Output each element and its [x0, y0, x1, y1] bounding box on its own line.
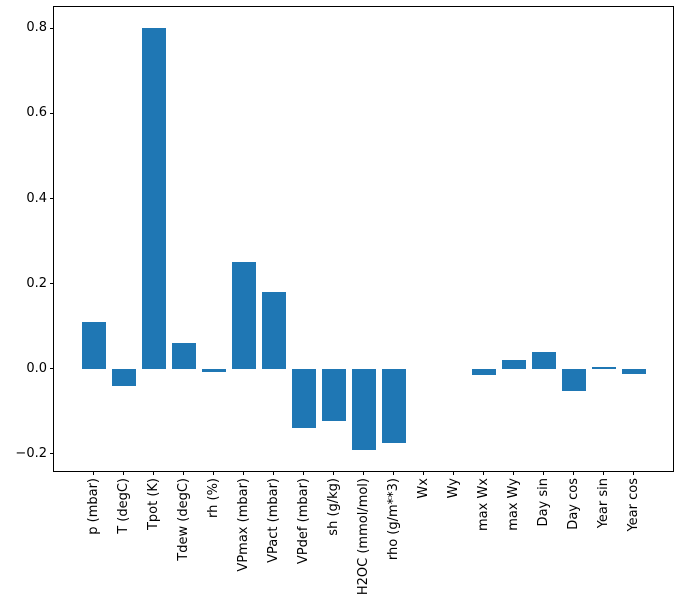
- x-tick: [213, 471, 214, 475]
- y-tick-label: 0.6: [26, 105, 47, 121]
- bar-day-sin: [531, 351, 556, 369]
- x-tick-label: p (mbar): [85, 478, 101, 535]
- x-tick: [273, 471, 274, 475]
- x-tick-label: VPdef (mbar): [295, 478, 311, 565]
- y-tick-label: 0.0: [26, 360, 47, 376]
- bar-vpmax-mbar: [231, 262, 256, 369]
- x-tick-label: VPmax (mbar): [235, 478, 251, 572]
- x-tick: [483, 471, 484, 475]
- x-tick-label: max Wx: [475, 478, 491, 532]
- x-tick-label: VPact (mbar): [265, 478, 281, 563]
- x-tick: [453, 471, 454, 475]
- bar-vpact-mbar: [261, 292, 286, 369]
- x-tick: [243, 471, 244, 475]
- x-tick: [603, 471, 604, 475]
- x-tick: [633, 471, 634, 475]
- bar-t-degc: [111, 368, 136, 386]
- x-tick: [393, 471, 394, 475]
- x-tick: [333, 471, 334, 475]
- x-tick: [573, 471, 574, 475]
- y-tick: [50, 453, 54, 455]
- bar-p-mbar: [81, 322, 106, 369]
- x-tick-label: Tdew (degC): [175, 478, 191, 561]
- y-tick: [50, 112, 54, 114]
- bar-h2oc-mmol-mol: [351, 368, 376, 450]
- x-tick: [363, 471, 364, 475]
- x-tick-label: Year sin: [595, 478, 611, 529]
- x-tick: [543, 471, 544, 475]
- bar-day-cos: [561, 368, 586, 391]
- y-tick-label: −0.2: [15, 445, 47, 461]
- y-tick-label: 0.4: [26, 190, 47, 206]
- x-tick-label: sh (g/kg): [325, 478, 341, 536]
- bar-year-cos: [621, 368, 646, 375]
- x-tick: [423, 471, 424, 475]
- x-tick-label: max Wy: [505, 478, 521, 531]
- x-tick-label: Day cos: [565, 478, 581, 530]
- bar-max-wy: [501, 359, 526, 369]
- x-tick-label: Wy: [445, 478, 461, 499]
- x-tick-label: rh (%): [205, 478, 221, 518]
- bar-year-sin: [591, 366, 616, 369]
- x-tick: [123, 471, 124, 475]
- bar-rho-g-m-3: [381, 368, 406, 444]
- x-tick-label: Year cos: [625, 478, 641, 532]
- y-tick-label: 0.2: [26, 275, 47, 291]
- bar-tdew-degc: [171, 343, 196, 369]
- x-tick-label: Tpot (K): [145, 478, 161, 531]
- x-tick: [93, 471, 94, 475]
- bar-max-wx: [471, 368, 496, 376]
- bar-rh: [201, 368, 226, 373]
- y-tick: [50, 27, 54, 29]
- x-tick: [303, 471, 304, 475]
- x-tick-label: Wx: [415, 478, 431, 499]
- y-tick-label: 0.8: [26, 20, 47, 36]
- x-tick: [153, 471, 154, 475]
- x-tick-label: T (degC): [115, 478, 131, 534]
- bar-vpdef-mbar: [291, 368, 316, 429]
- y-tick: [50, 283, 54, 285]
- x-tick: [513, 471, 514, 475]
- x-tick: [183, 471, 184, 475]
- bar-tpot-k: [141, 28, 166, 369]
- bar-sh-g-kg: [321, 368, 346, 422]
- x-tick-label: H2OC (mmol/mol): [355, 478, 371, 596]
- x-tick-label: rho (g/m**3): [385, 478, 401, 561]
- y-tick: [50, 198, 54, 200]
- x-tick-label: Day sin: [535, 478, 551, 527]
- y-tick: [50, 368, 54, 370]
